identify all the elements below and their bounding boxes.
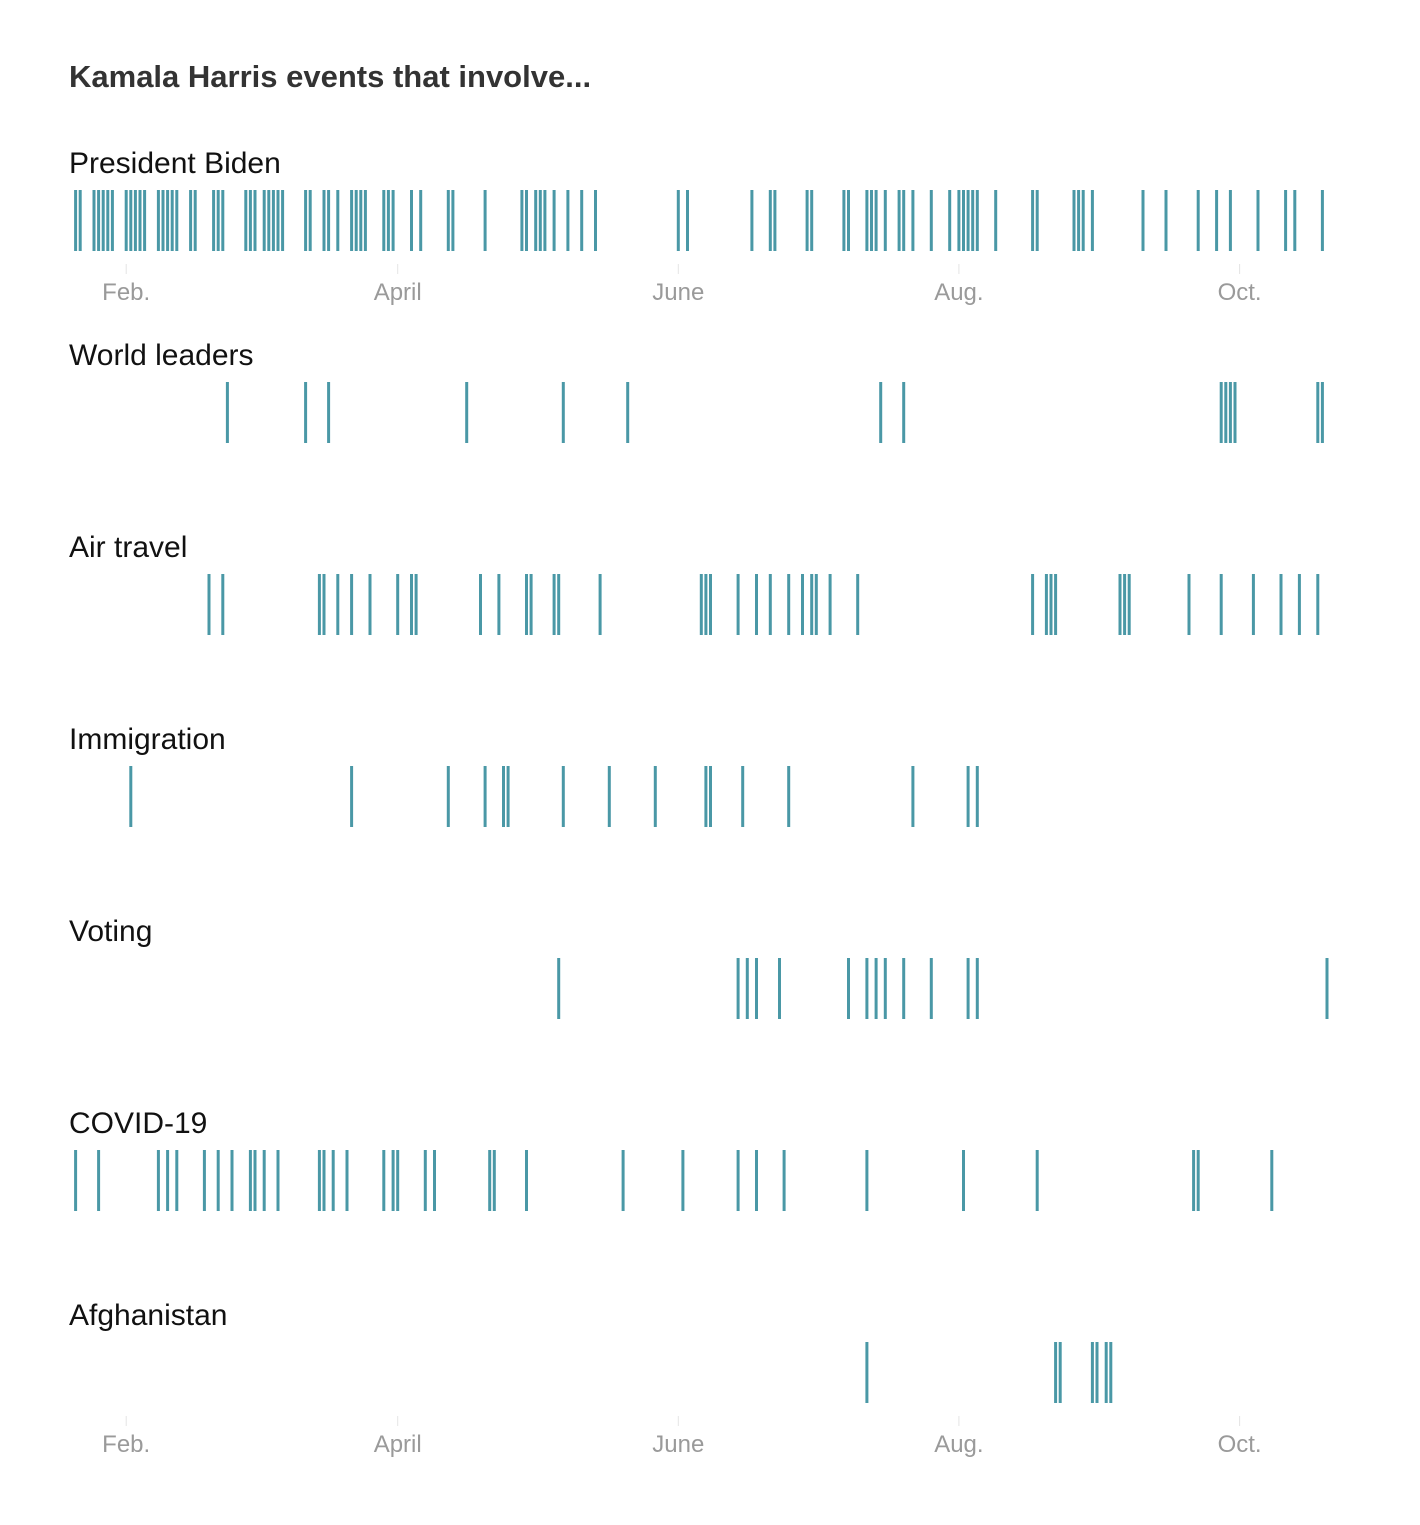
tick-label: Oct.	[1218, 279, 1262, 306]
tick-label: Aug.	[934, 279, 983, 306]
row-label: Air travel	[69, 531, 187, 564]
row-label: COVID-19	[69, 1107, 207, 1140]
tick-label: Feb.	[102, 1431, 150, 1458]
tick-label: Oct.	[1218, 1431, 1262, 1458]
row-label: Voting	[69, 915, 152, 948]
row-voting: Voting	[69, 915, 1329, 1019]
tick-label: Aug.	[934, 1431, 983, 1458]
row-world-leaders: World leaders	[69, 339, 1324, 443]
x-axis-bottom: Feb. April June Aug. Oct.	[102, 1416, 1262, 1458]
tick-label: April	[374, 279, 422, 306]
chart-title: Kamala Harris events that involve...	[69, 59, 591, 94]
row-covid-19: COVID-19	[69, 1107, 1274, 1211]
row-label: World leaders	[69, 339, 254, 372]
row-label: Immigration	[69, 723, 226, 756]
row-afghanistan: Afghanistan	[69, 1299, 1113, 1403]
tick-label: June	[652, 1431, 704, 1458]
tick-label: April	[374, 1431, 422, 1458]
row-label: Afghanistan	[69, 1299, 227, 1332]
row-label: President Biden	[69, 147, 281, 180]
chart-axes: Feb. April June Aug. Oct. Feb. April June Aug. Oc…	[102, 264, 1262, 1458]
row-immigration: Immigration	[69, 723, 979, 827]
tick-label: Feb.	[102, 279, 150, 306]
row-air-travel: Air travel	[69, 531, 1320, 635]
row-president-biden: President Biden	[69, 147, 1324, 251]
chart-rows: President Biden World leaders Air travel Im…	[69, 147, 1329, 1403]
x-axis-top: Feb. April June Aug. Oct.	[102, 264, 1262, 306]
tick-label: June	[652, 279, 704, 306]
